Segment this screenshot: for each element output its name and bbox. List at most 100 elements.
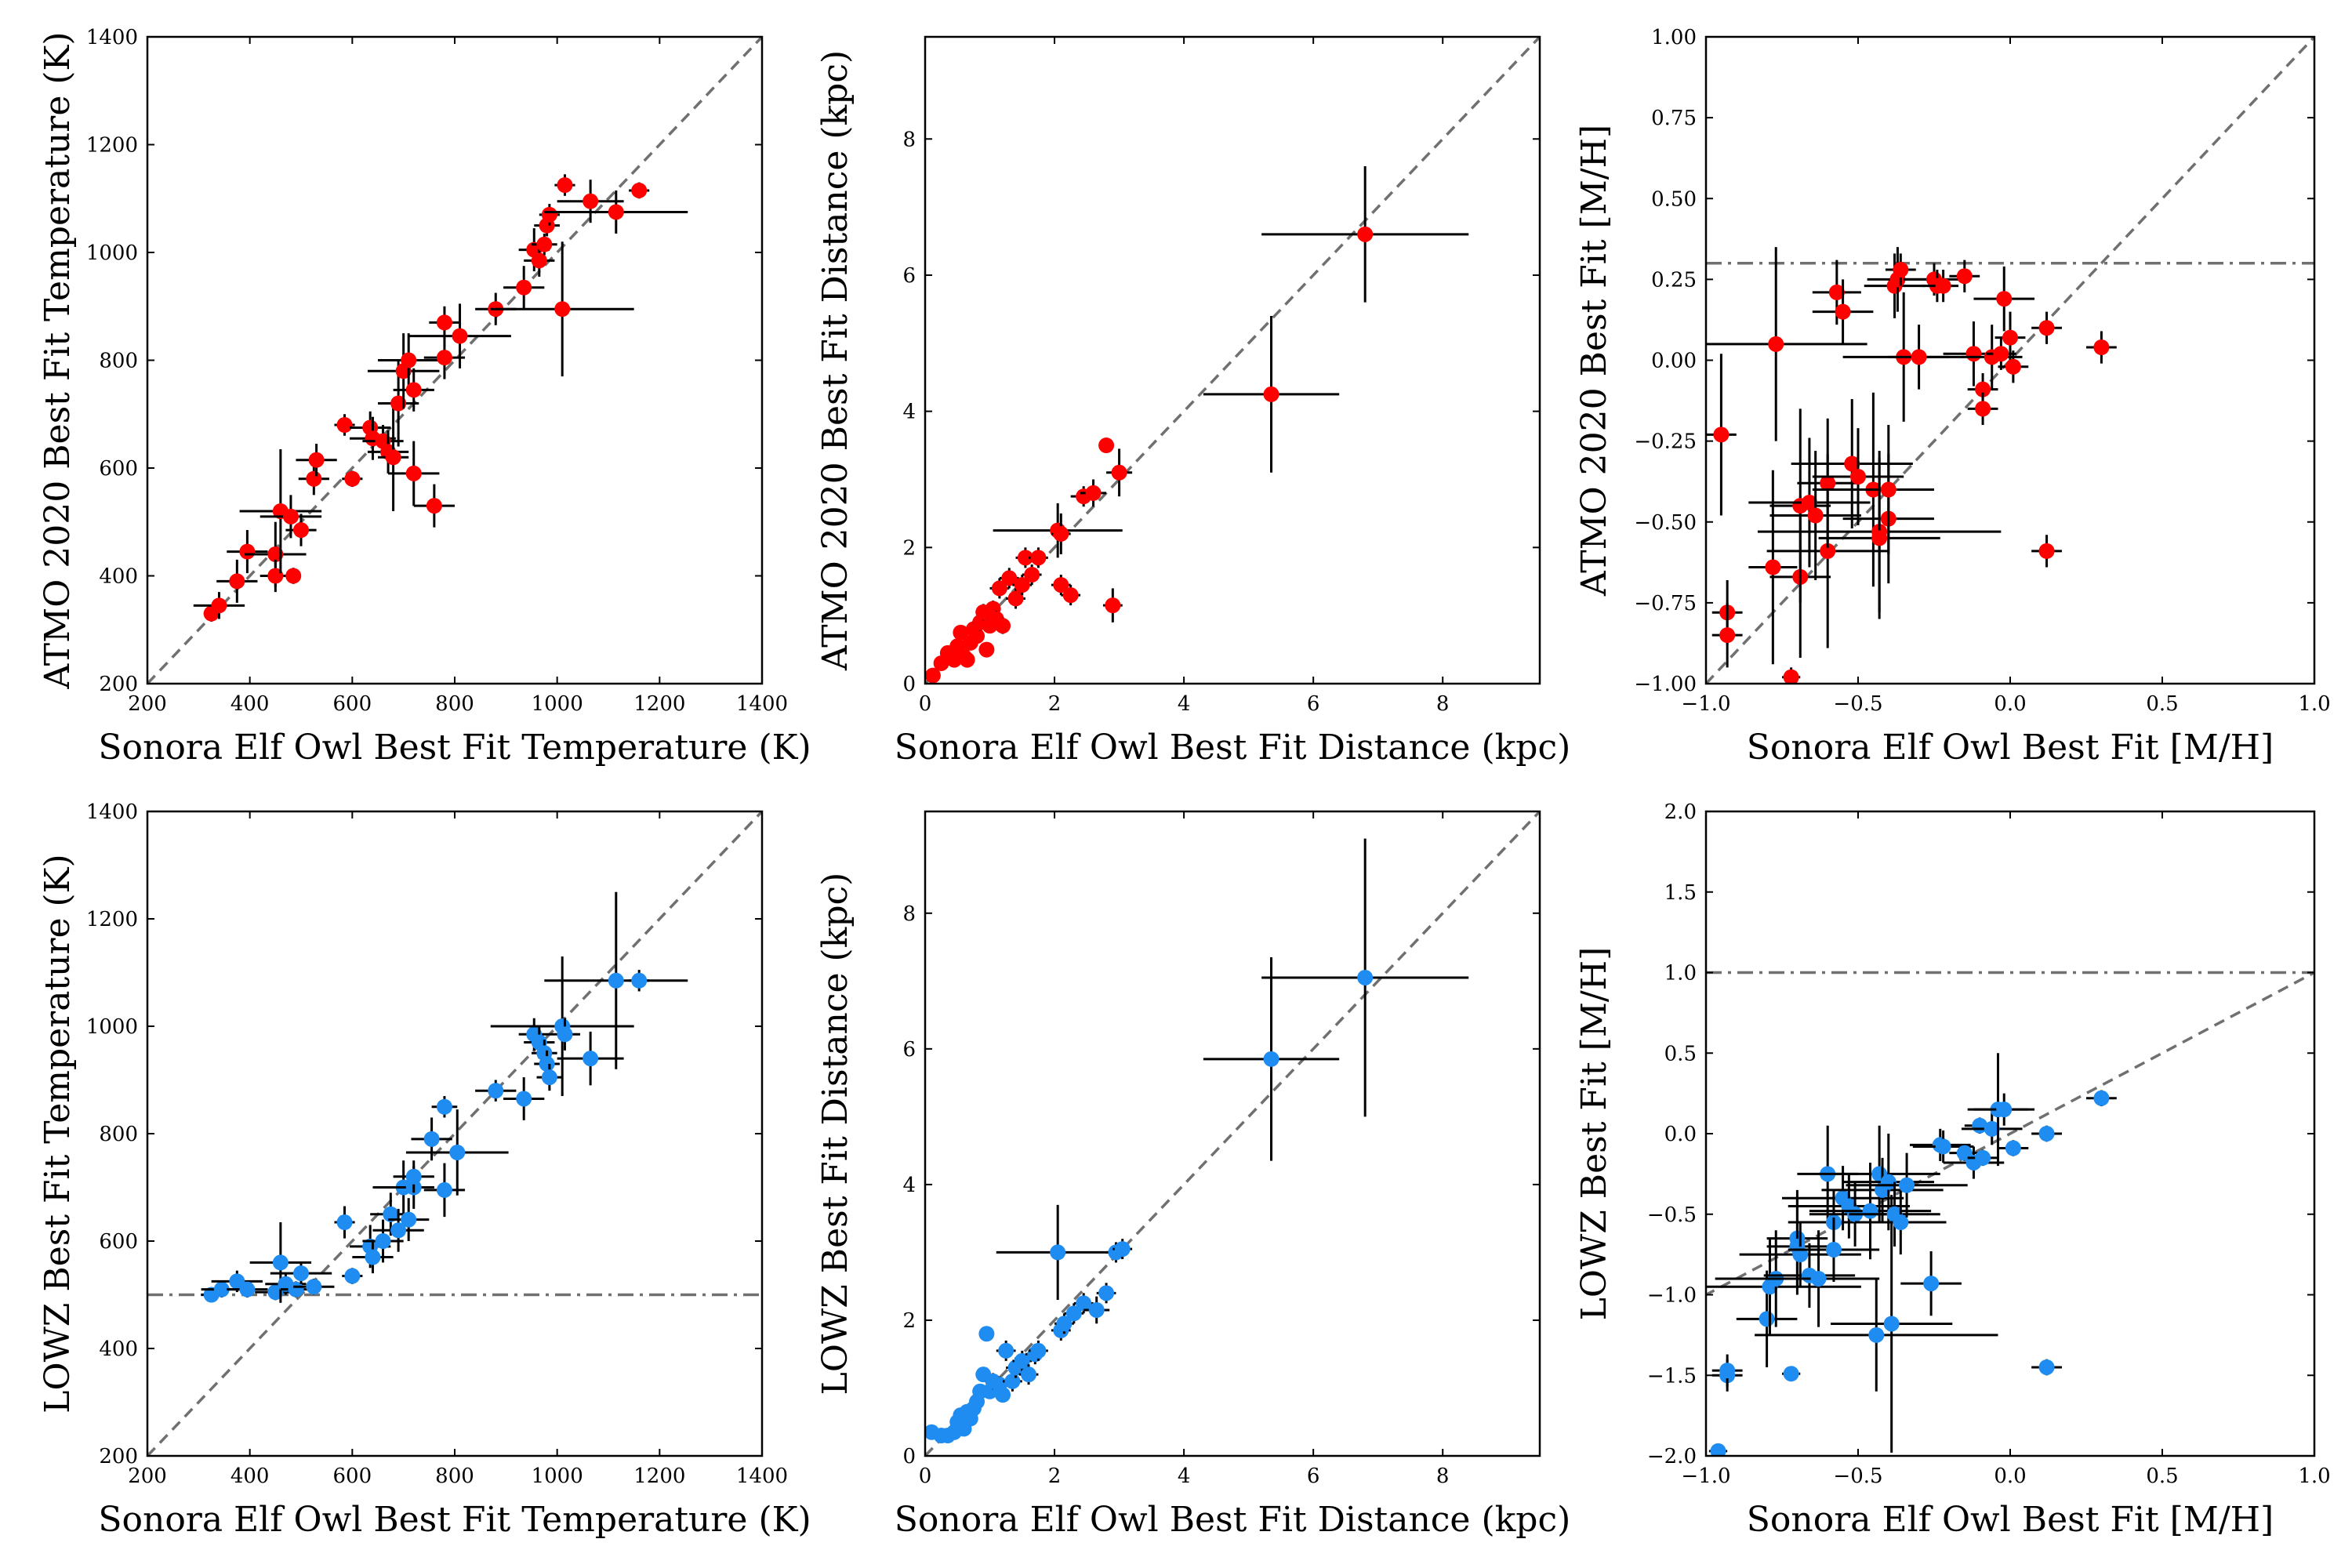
point-marker: [1014, 1352, 1030, 1369]
data-point: [285, 514, 317, 546]
point-marker: [229, 573, 245, 590]
point-marker: [631, 972, 648, 989]
y-axis-label: ATMO 2020 Best Fit Temperature (K): [38, 31, 78, 689]
point-marker: [959, 652, 975, 668]
point-marker: [998, 1342, 1014, 1359]
data-point: [1973, 266, 2035, 332]
data-point: [1846, 1152, 1968, 1218]
plot-content: [1706, 37, 2314, 684]
point-marker: [452, 328, 468, 344]
point-marker: [375, 1233, 391, 1249]
data-point: [969, 628, 985, 644]
data-point: [995, 617, 1011, 634]
y-tick-label: 1400: [86, 800, 138, 824]
data-point: [431, 1096, 458, 1118]
y-tick-label: 1400: [86, 26, 138, 49]
point-marker: [267, 568, 284, 584]
y-tick-label: 6: [902, 264, 916, 288]
point-marker: [1893, 262, 1909, 278]
data-point: [1051, 513, 1071, 554]
axes-frame: [924, 810, 1541, 1457]
data-point: [429, 306, 460, 339]
y-tick-label: 2: [902, 1309, 916, 1333]
data-point: [1054, 1313, 1074, 1334]
x-tick-label: 1000: [532, 1465, 583, 1488]
x-tick-label: 6: [1307, 692, 1320, 716]
data-point: [978, 641, 995, 658]
data-point: [1711, 1354, 1743, 1387]
point-marker: [1828, 284, 1845, 300]
x-tick-label: 4: [1178, 1465, 1191, 1488]
one-to-one-line: [1706, 971, 2314, 1297]
point-marker: [1975, 381, 1991, 397]
data-point: [1791, 399, 1913, 528]
data-point: [1029, 547, 1048, 568]
data-point: [296, 444, 337, 477]
data-point: [629, 182, 650, 199]
data-point: [342, 470, 363, 488]
point-marker: [1956, 268, 1973, 285]
x-tick-label: 1400: [736, 1465, 788, 1488]
data-point: [1006, 588, 1025, 609]
point-marker: [239, 1281, 256, 1298]
point-marker: [995, 1387, 1011, 1403]
data-point: [1782, 667, 1801, 684]
x-tick-label: 0: [919, 692, 932, 716]
y-tick-label: −0.75: [1634, 592, 1697, 615]
panel-3: −1.0 −0.5 0.0 0.5 1.0 −1.00 −0.75 −0.50 −0.25 0.0…: [1574, 26, 2331, 768]
x-tick-label: 6: [1307, 1465, 1320, 1488]
y-tick-label: −2.0: [1647, 1445, 1697, 1468]
point-marker: [1807, 507, 1824, 524]
point-marker: [2038, 543, 2055, 559]
point-marker: [1899, 1177, 1915, 1193]
point-marker: [423, 1131, 440, 1147]
point-marker: [608, 204, 624, 220]
data-point: [1885, 253, 1916, 286]
data-point: [1967, 392, 1998, 425]
data-point: [996, 1204, 1120, 1300]
data-point: [1708, 1443, 1728, 1456]
point-marker: [531, 252, 547, 269]
point-marker: [1880, 481, 1896, 498]
point-marker: [401, 1211, 417, 1228]
data-point: [280, 1281, 312, 1298]
y-tick-label: 0.50: [1651, 187, 1697, 211]
point-marker: [344, 470, 361, 487]
y-tick-label: 1.5: [1664, 881, 1697, 905]
point-marker: [1098, 1285, 1115, 1301]
point-marker: [1984, 1120, 2000, 1137]
data-point: [2031, 535, 2062, 568]
point-marker: [1935, 1138, 1951, 1155]
y-tick-label: −1.0: [1647, 1284, 1697, 1308]
data-point: [1831, 1195, 1953, 1453]
data-point: [1012, 575, 1033, 596]
data-point: [413, 484, 455, 528]
point-marker: [539, 1055, 555, 1072]
data-point: [1706, 354, 1737, 516]
data-point: [334, 1206, 355, 1239]
point-marker: [436, 1098, 452, 1115]
panel-2: 0 2 4 6 8 0 2 4 6 8 Sonora Elf Owl Best Fit Distan…: [815, 35, 1570, 768]
point-marker: [426, 498, 442, 514]
y-tick-label: 1000: [86, 241, 138, 265]
axes-frame: [924, 35, 1541, 685]
point-marker: [1111, 464, 1127, 481]
data-point: [2086, 331, 2117, 364]
data-point: [393, 1160, 434, 1193]
panel-5: 0 2 4 6 8 0 2 4 6 8 Sonora Elf Owl Best Fit Distan…: [815, 810, 1570, 1540]
y-tick-label: 2.0: [1664, 800, 1697, 824]
point-marker: [1713, 426, 1730, 443]
data-point: [334, 414, 355, 436]
point-marker: [405, 1168, 422, 1185]
point-marker: [2005, 1140, 2021, 1156]
data-point: [372, 1208, 424, 1252]
point-marker: [1030, 550, 1047, 566]
point-marker: [1893, 1214, 1909, 1231]
point-marker: [1021, 1367, 1037, 1383]
data-point: [1029, 1340, 1048, 1361]
data-point: [1261, 166, 1469, 303]
point-marker: [1801, 495, 1817, 510]
point-marker: [1923, 1276, 1940, 1292]
point-marker: [293, 1265, 309, 1282]
data-point: [1818, 457, 1940, 619]
